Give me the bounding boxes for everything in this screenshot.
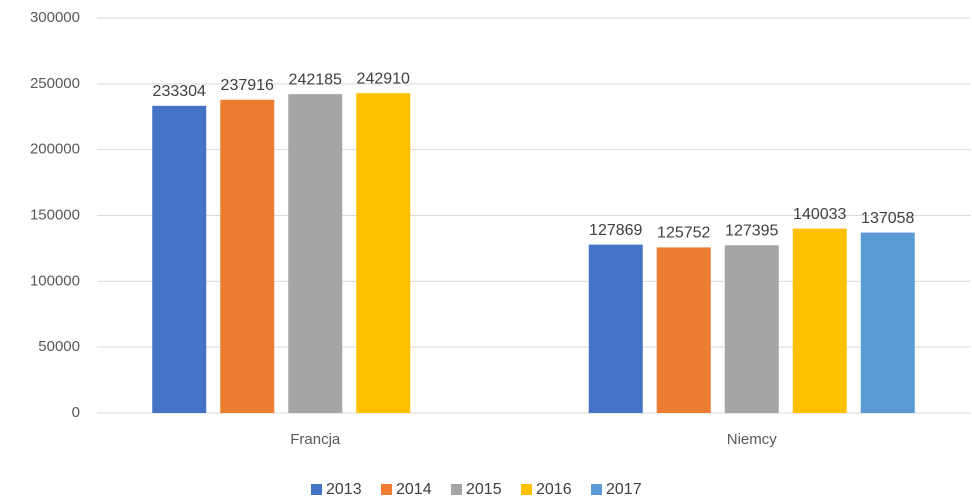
y-tick-label: 100000 <box>30 272 80 289</box>
data-label: 127869 <box>589 222 642 239</box>
data-label: 242910 <box>357 70 410 87</box>
data-label: 242185 <box>289 71 342 88</box>
y-tick-label: 150000 <box>30 206 80 223</box>
y-tick-label: 50000 <box>38 338 80 355</box>
y-tick-label: 0 <box>72 404 80 421</box>
legend-label: 2013 <box>326 481 362 497</box>
legend-swatch <box>591 484 602 495</box>
data-label: 125752 <box>657 225 710 242</box>
legend-swatch <box>521 484 532 495</box>
bar <box>356 93 411 413</box>
bar <box>724 245 779 413</box>
bar <box>792 228 847 413</box>
bar <box>860 232 915 413</box>
y-tick-label: 250000 <box>30 75 80 92</box>
y-tick-label: 300000 <box>30 9 80 26</box>
data-label: 140033 <box>793 206 846 223</box>
legend-label: 2017 <box>606 481 642 497</box>
bar <box>588 244 643 413</box>
bar <box>220 99 275 414</box>
bar <box>152 105 207 413</box>
y-tick-label: 200000 <box>30 141 80 158</box>
bar <box>288 94 343 414</box>
bar <box>656 247 711 413</box>
legend-swatch <box>311 484 322 495</box>
data-label: 237916 <box>221 77 274 94</box>
data-label: 233304 <box>153 83 206 100</box>
legend-swatch <box>451 484 462 495</box>
legend-label: 2015 <box>466 481 502 497</box>
data-label: 137058 <box>861 210 914 227</box>
data-label: 127395 <box>725 222 778 239</box>
x-tick-label: Niemcy <box>727 431 778 448</box>
legend-swatch <box>381 484 392 495</box>
legend-label: 2014 <box>396 481 432 497</box>
x-tick-label: Francja <box>290 431 341 448</box>
legend-label: 2016 <box>536 481 572 497</box>
